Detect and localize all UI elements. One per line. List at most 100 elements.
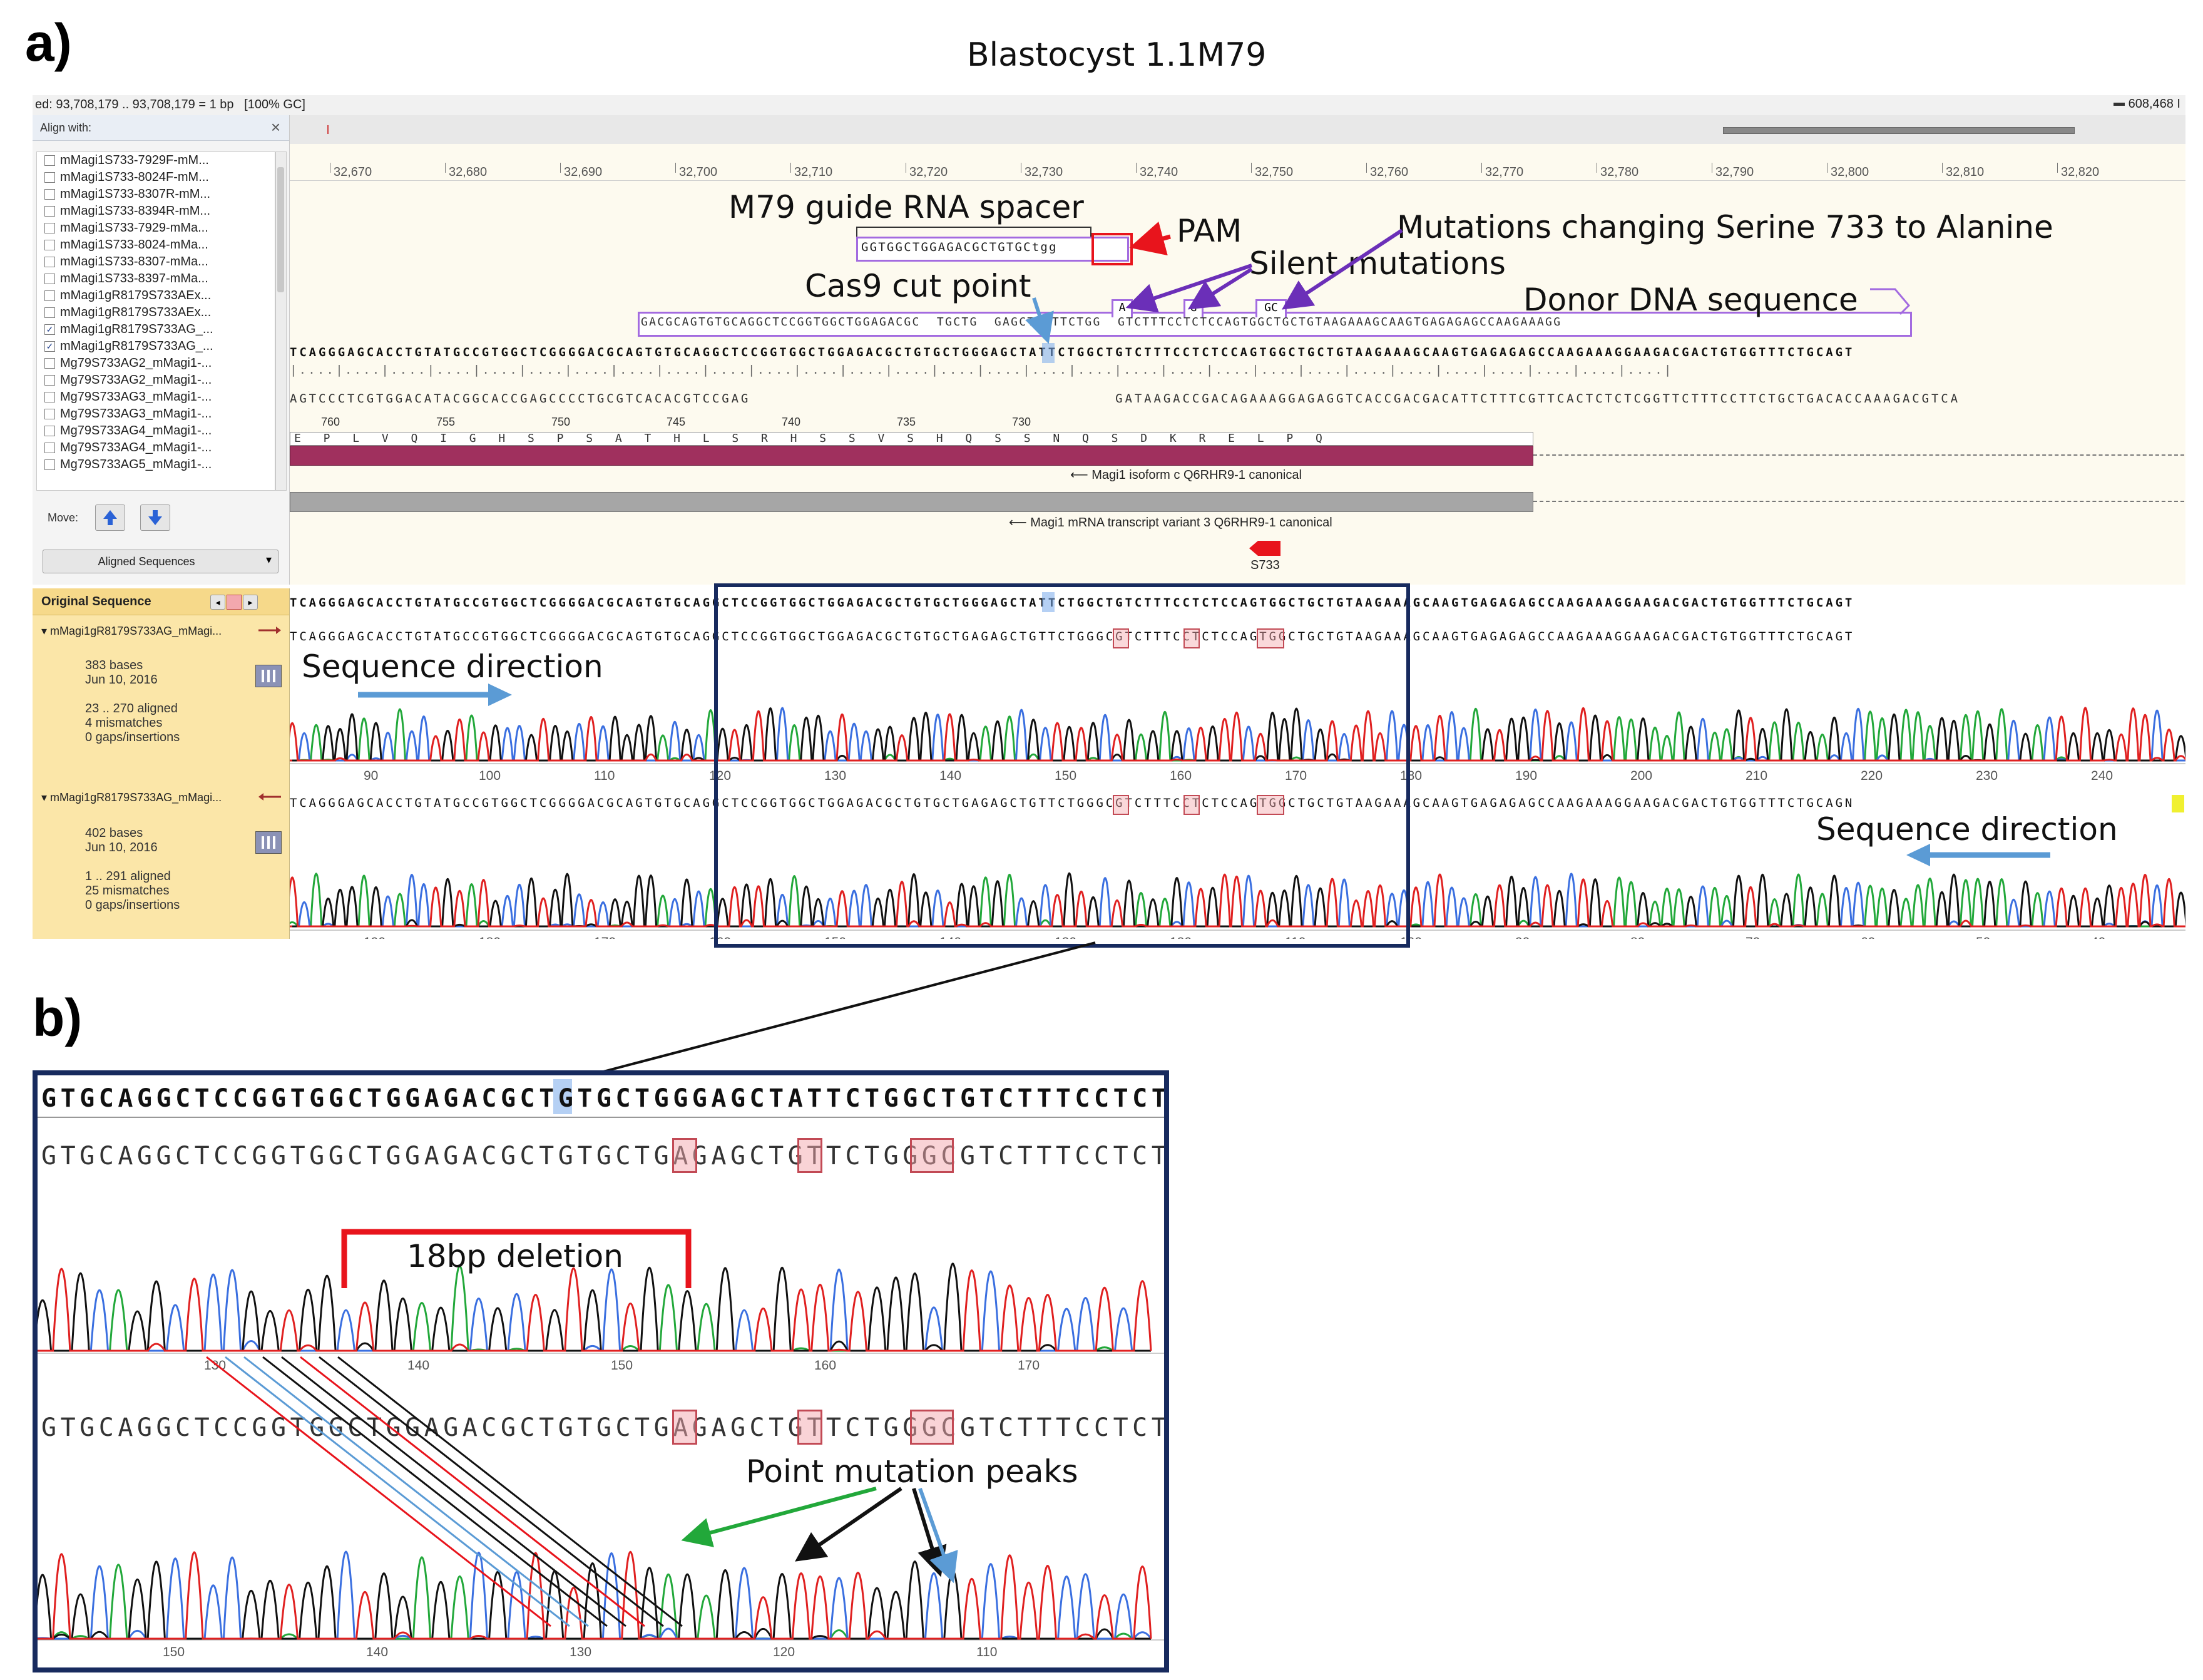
expand-icon[interactable]: ▾ bbox=[41, 791, 51, 804]
ruler-label: 32,740 bbox=[1140, 165, 1178, 179]
arrow-up-icon bbox=[103, 510, 117, 525]
aligned-sequences-dropdown[interactable]: Aligned Sequences ▾ bbox=[43, 550, 279, 573]
sidebar-item[interactable]: mMagi1S733-8024-mMa... bbox=[37, 237, 275, 254]
alignment-line bbox=[281, 1356, 626, 1627]
protein-number: 755 bbox=[436, 416, 456, 428]
color-toggle[interactable] bbox=[227, 595, 242, 610]
expand-icon[interactable]: ▾ bbox=[41, 625, 51, 637]
deletion-bracket bbox=[341, 1229, 692, 1288]
zoom-region-box bbox=[714, 583, 1410, 948]
ruler-label: 32,810 bbox=[1946, 165, 1985, 179]
read1-axis-label: 160 bbox=[1170, 769, 1192, 783]
close-icon[interactable]: × bbox=[270, 118, 280, 136]
zoom-cut-highlight bbox=[553, 1079, 572, 1114]
mutations-serine-label: Mutations changing Serine 733 to Alanine bbox=[1397, 209, 2053, 245]
sidebar-item[interactable]: mMagi1S733-7929F-mM... bbox=[37, 152, 275, 169]
point-mutation-arrow-black bbox=[795, 1487, 902, 1562]
sidebar-item[interactable]: mMagi1S733-7929-mMa... bbox=[37, 220, 275, 237]
sidebar-item-label: mMagi1S733-8024-mMa... bbox=[60, 238, 208, 252]
ruler-tick bbox=[675, 163, 676, 173]
sidebar-item-label: Mg79S733AG4_mMagi1-... bbox=[60, 424, 212, 438]
minus-icon[interactable] bbox=[2113, 103, 2125, 106]
sidebar-item[interactable]: ✓ mMagi1gR8179S733AG_... bbox=[37, 321, 275, 338]
ruler-tick bbox=[1366, 163, 1367, 173]
sidebar-item[interactable]: mMagi1S733-8307-mMa... bbox=[37, 254, 275, 270]
sidebar-item-label: Mg79S733AG3_mMagi1-... bbox=[60, 390, 212, 404]
sidebar-item[interactable]: mMagi1gR8179S733AEx... bbox=[37, 304, 275, 321]
sidebar-item[interactable]: Mg79S733AG5_mMagi1-... bbox=[37, 456, 275, 473]
read1-axis-label: 140 bbox=[939, 769, 961, 783]
track1-label: ⟵ Magi1 isoform c Q6RHR9-1 canonical bbox=[1070, 468, 1302, 482]
read1-chromatogram-icon[interactable] bbox=[255, 665, 282, 687]
checkbox[interactable] bbox=[44, 358, 55, 369]
checkbox[interactable]: ✓ bbox=[44, 341, 55, 352]
checkbox[interactable] bbox=[44, 257, 55, 267]
checkbox[interactable] bbox=[44, 189, 55, 200]
checkbox[interactable] bbox=[44, 155, 55, 166]
move-down-button[interactable] bbox=[140, 505, 170, 531]
next-button[interactable]: ▸ bbox=[243, 595, 258, 610]
sidebar-item[interactable]: mMagi1gR8179S733AEx... bbox=[37, 287, 275, 304]
sidebar-item-label: mMagi1gR8179S733AG_... bbox=[60, 339, 213, 353]
zoom1-trace-T bbox=[38, 1267, 1152, 1352]
checkbox[interactable] bbox=[44, 307, 55, 318]
arrow-down-icon bbox=[148, 510, 162, 525]
read2-axis-label: 90 bbox=[1515, 935, 1530, 939]
read2-axis-label: 70 bbox=[1746, 935, 1760, 939]
zoom-r2-mm2 bbox=[797, 1410, 822, 1445]
checkbox[interactable]: ✓ bbox=[44, 324, 55, 335]
checkbox[interactable] bbox=[44, 274, 55, 284]
ruler-label: 32,690 bbox=[564, 165, 603, 179]
read2-chromatogram-icon[interactable] bbox=[255, 831, 282, 854]
ruler-tick bbox=[560, 163, 561, 173]
checkbox[interactable] bbox=[44, 375, 55, 386]
zoom-r1-mm2 bbox=[797, 1138, 822, 1173]
sidebar-item[interactable]: Mg79S733AG2_mMagi1-... bbox=[37, 355, 275, 372]
checkbox[interactable] bbox=[44, 206, 55, 217]
alignment-line bbox=[337, 1356, 683, 1627]
ruler-label: 32,750 bbox=[1255, 165, 1294, 179]
sidebar-item[interactable]: Mg79S733AG4_mMagi1-... bbox=[37, 423, 275, 439]
read2-end-n bbox=[2172, 795, 2184, 812]
zoom-ref-underline bbox=[38, 1117, 1164, 1118]
scrollbar-thumb[interactable] bbox=[277, 167, 284, 292]
sidebar-item[interactable]: Mg79S733AG3_mMagi1-... bbox=[37, 389, 275, 406]
read1-axis-label: 220 bbox=[1861, 769, 1883, 783]
sidebar-item-label: mMagi1S733-8307-mMa... bbox=[60, 255, 208, 269]
sidebar-item[interactable]: mMagi1S733-8394R-mM... bbox=[37, 203, 275, 220]
read2-axis-label: 50 bbox=[1976, 935, 1990, 939]
zoom-panel: GTGCAGGCTCCGGTGGCTGGAGACGCTGTGCTGGGAGCTA… bbox=[33, 1070, 1169, 1672]
checkbox[interactable] bbox=[44, 223, 55, 233]
ruler-tick bbox=[1251, 163, 1252, 173]
sidebar-item[interactable]: mMagi1S733-8307R-mM... bbox=[37, 186, 275, 203]
sidebar-item[interactable]: Mg79S733AG3_mMagi1-... bbox=[37, 406, 275, 423]
sidebar-item[interactable]: Mg79S733AG2_mMagi1-... bbox=[37, 372, 275, 389]
checkbox[interactable] bbox=[44, 172, 55, 183]
sidebar-item[interactable]: Mg79S733AG4_mMagi1-... bbox=[37, 439, 275, 456]
checkbox[interactable] bbox=[44, 409, 55, 419]
checkbox[interactable] bbox=[44, 290, 55, 301]
chevron-down-icon: ▾ bbox=[265, 553, 272, 566]
sidebar-item[interactable]: mMagi1S733-8397-mMa... bbox=[37, 270, 275, 287]
checkbox[interactable] bbox=[44, 426, 55, 436]
checkbox[interactable] bbox=[44, 240, 55, 250]
alignment-line bbox=[262, 1356, 608, 1627]
move-up-button[interactable] bbox=[95, 505, 125, 531]
sidebar-item-label: Mg79S733AG5_mMagi1-... bbox=[60, 458, 212, 471]
read1-name: ▾ mMagi1gR8179S733AG_mMagi... bbox=[41, 625, 222, 637]
s733-marker-icon bbox=[1249, 541, 1280, 556]
original-sequence-label: Original Sequence bbox=[41, 595, 151, 608]
prev-button[interactable]: ◂ bbox=[210, 595, 225, 610]
zoom-r1-mm1 bbox=[672, 1138, 697, 1173]
checkbox[interactable] bbox=[44, 459, 55, 470]
read2-sequence: TCAGGGAGCACCTGTATGCCGTGGCTCGGGGACGCAGTGT… bbox=[290, 796, 1855, 810]
seq-direction-label-2: Sequence direction bbox=[1816, 811, 2118, 848]
sidebar-scrollbar[interactable] bbox=[275, 151, 287, 491]
checkbox[interactable] bbox=[44, 392, 55, 402]
sidebar-item-label: mMagi1gR8179S733AEx... bbox=[60, 289, 212, 302]
sidebar-item[interactable]: mMagi1S733-8024F-mM... bbox=[37, 169, 275, 186]
checkbox[interactable] bbox=[44, 443, 55, 453]
sidebar-item[interactable]: ✓ mMagi1gR8179S733AG_... bbox=[37, 338, 275, 355]
read1-axis-label: 180 bbox=[1400, 769, 1422, 783]
protein-number: 760 bbox=[321, 416, 340, 428]
